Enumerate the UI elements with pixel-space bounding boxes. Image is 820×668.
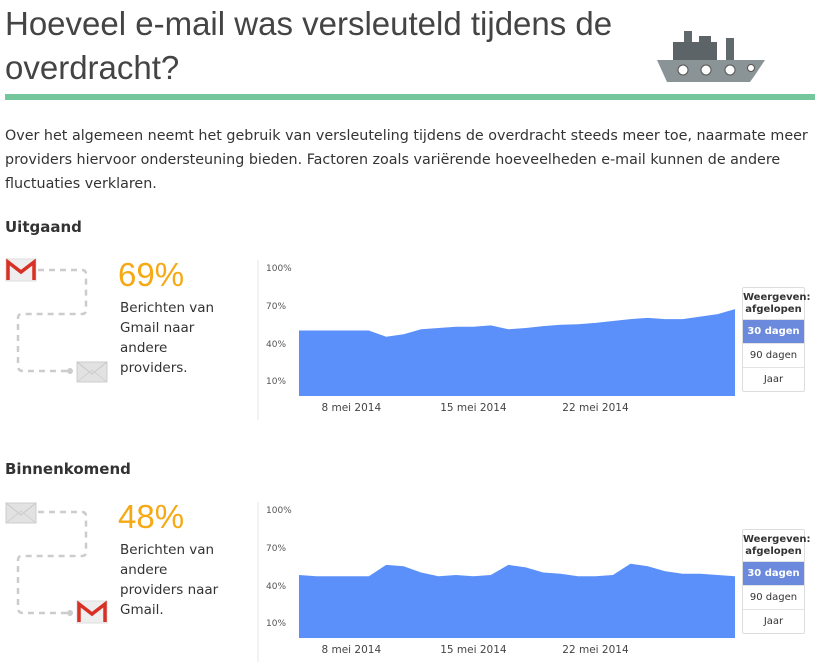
y-tick-label: 70% bbox=[266, 543, 287, 554]
y-tick-label: 40% bbox=[266, 339, 287, 350]
outgoing-chart: Weergeven: afgelopen 30 dagen 90 dagen J… bbox=[256, 255, 816, 420]
area-chart bbox=[257, 260, 735, 420]
option-year[interactable]: Jaar bbox=[743, 367, 804, 391]
envelope-icon bbox=[5, 502, 37, 524]
page-title: Hoeveel e-mail was versleuteld tijdens d… bbox=[5, 5, 613, 86]
area-series bbox=[299, 563, 735, 638]
gmail-icon bbox=[5, 258, 37, 282]
timeframe-toggle: Weergeven: afgelopen 30 dagen 90 dagen J… bbox=[742, 287, 811, 392]
x-tick-label: 22 mei 2014 bbox=[562, 644, 629, 656]
ship-illustration-icon bbox=[657, 31, 765, 82]
y-tick-label: 100% bbox=[266, 506, 292, 516]
incoming-percent: 48% bbox=[118, 498, 185, 535]
route-illustration bbox=[5, 258, 108, 383]
y-tick-label: 70% bbox=[266, 301, 287, 312]
toggle-label: Weergeven: afgelopen bbox=[743, 534, 811, 557]
timeframe-toggle: Weergeven: afgelopen 30 dagen 90 dagen J… bbox=[742, 529, 811, 634]
x-tick-label: 15 mei 2014 bbox=[440, 402, 507, 414]
gmail-icon bbox=[76, 600, 108, 624]
section-heading-incoming: Binnenkomend bbox=[5, 460, 131, 478]
envelope-icon bbox=[76, 361, 108, 383]
y-tick-label: 100% bbox=[266, 264, 292, 274]
option-30-days[interactable]: 30 dagen bbox=[743, 561, 804, 585]
toggle-label: Weergeven: afgelopen bbox=[743, 292, 811, 315]
area-chart bbox=[257, 502, 735, 662]
section-heading-outgoing: Uitgaand bbox=[5, 218, 82, 236]
x-tick-label: 8 mei 2014 bbox=[321, 402, 382, 414]
option-90-days[interactable]: 90 dagen bbox=[743, 585, 804, 609]
option-30-days[interactable]: 30 dagen bbox=[743, 319, 804, 343]
option-year[interactable]: Jaar bbox=[743, 609, 804, 633]
intro-text: Over het algemeen neemt het gebruik van … bbox=[5, 128, 808, 192]
header-divider bbox=[5, 94, 815, 100]
option-90-days[interactable]: 90 dagen bbox=[743, 343, 804, 367]
incoming-description: Berichten van andere providers naar Gmai… bbox=[120, 542, 219, 618]
y-tick-label: 10% bbox=[266, 619, 287, 630]
outgoing-percent: 69% bbox=[118, 256, 185, 293]
y-tick-label: 10% bbox=[266, 377, 287, 388]
area-series bbox=[299, 309, 735, 396]
incoming-chart: Weergeven: afgelopen 30 dagen 90 dagen J… bbox=[256, 497, 816, 662]
y-tick-label: 40% bbox=[266, 581, 287, 592]
route-illustration bbox=[5, 502, 108, 624]
x-tick-label: 8 mei 2014 bbox=[321, 644, 382, 656]
x-tick-label: 22 mei 2014 bbox=[562, 402, 629, 414]
x-tick-label: 15 mei 2014 bbox=[440, 644, 507, 656]
outgoing-description: Berichten van Gmail naar andere provider… bbox=[120, 300, 215, 376]
